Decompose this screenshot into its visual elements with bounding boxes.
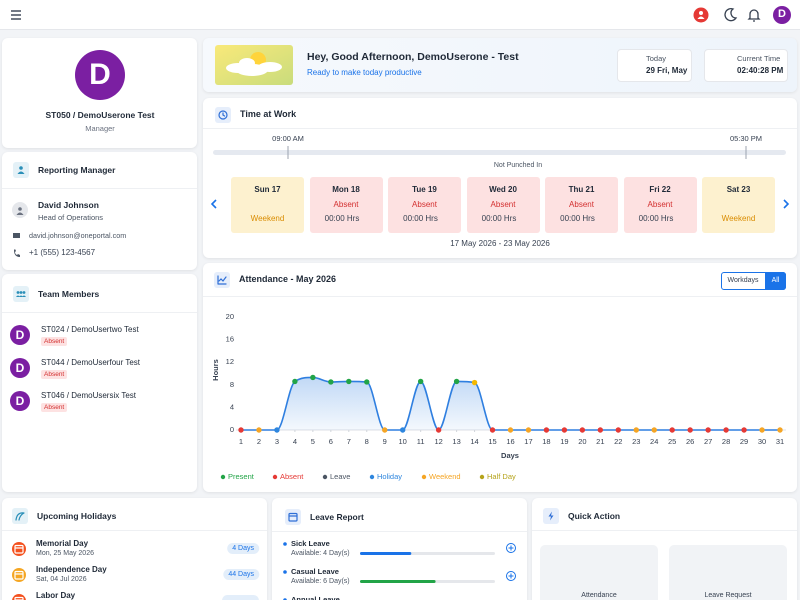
card <box>203 263 797 492</box>
toggle-button[interactable]: All <box>771 276 780 284</box>
greeting-subtitle: Ready to make today productive <box>307 68 422 78</box>
days-badge: 44 Days <box>223 569 259 580</box>
days-badge <box>222 595 259 600</box>
card <box>272 498 527 600</box>
toggle-active <box>765 272 786 290</box>
holiday-date: Sat, 04 Jul 2026 <box>36 575 87 583</box>
leave-name: Annual Leave <box>291 595 340 600</box>
day-hours: 00:00 Hrs <box>481 214 517 224</box>
days-badge: 4 Days <box>227 543 259 554</box>
day-status: Weekend <box>721 214 756 224</box>
day-label: Wed 20 <box>489 185 517 195</box>
holiday-name: Independence Day <box>36 565 107 575</box>
card-title: Team Members <box>38 288 100 299</box>
member-name[interactable]: ST046 / DemoUsersix Test <box>41 391 136 401</box>
card-title: Time at Work <box>240 109 297 120</box>
day-label: Mon 18 <box>332 185 360 195</box>
shift-start: 09:00 AM <box>272 134 304 144</box>
avatar-letter: D <box>15 361 25 376</box>
member-name[interactable]: ST044 / DemoUserfour Test <box>41 358 141 368</box>
card-title: Reporting Manager <box>38 164 116 175</box>
holiday-name: Labor Day <box>36 591 76 600</box>
card-title: Quick Action <box>568 510 621 521</box>
day-hours: 00:00 Hrs <box>560 214 595 224</box>
day-hours: 00:00 Hrs <box>324 214 360 224</box>
info-box <box>704 49 788 82</box>
manager-phone: +1 (555) 123-4567 <box>29 248 96 258</box>
day-hours: 00:00 Hrs <box>638 214 674 224</box>
holiday-name: Memorial Day <box>36 539 89 549</box>
card-title: Leave Report <box>310 511 364 522</box>
info-label: Today <box>646 54 667 64</box>
info-box <box>617 49 692 82</box>
card <box>2 152 197 270</box>
manager-position: Head of Operations <box>38 213 104 223</box>
info-value: 02:40:28 PM <box>737 66 784 76</box>
day-status: Weekend <box>250 214 285 224</box>
day-box[interactable] <box>466 177 540 233</box>
punch-status: Not Punched In <box>493 161 543 169</box>
greeting-title: Hey, Good Afternoon, DemoUserone - Test <box>307 51 519 64</box>
divider <box>2 188 197 189</box>
manager-name: David Johnson <box>38 199 99 210</box>
leave-name: Sick Leave <box>291 539 330 549</box>
status-badge: Absent <box>41 337 68 346</box>
chart-title: Attendance - May 2026 <box>239 274 337 285</box>
profile-role: Manager <box>85 124 115 134</box>
divider <box>203 128 797 129</box>
avatar-letter: D <box>15 394 25 409</box>
action-label[interactable]: Attendance <box>581 591 617 599</box>
day-status: Absent <box>569 200 594 210</box>
day-status: Absent <box>490 200 516 210</box>
day-status: Absent <box>647 200 673 210</box>
info-label: Current Time <box>737 54 781 64</box>
divider <box>2 530 267 531</box>
card <box>2 274 197 492</box>
status-badge: Absent <box>41 370 68 379</box>
day-box[interactable] <box>309 177 383 233</box>
divider <box>2 312 197 313</box>
day-status: Absent <box>333 200 359 210</box>
day-status: Absent <box>412 200 437 210</box>
profile-name: ST050 / DemoUserone Test <box>45 109 155 120</box>
action-tile[interactable] <box>540 545 658 600</box>
day-label: Fri 22 <box>649 185 671 195</box>
toggle-button[interactable]: Workdays <box>727 276 759 284</box>
leave-available: Available: 6 Day(s) <box>291 577 350 585</box>
manager-email[interactable]: david.johnson@oneportal.com <box>29 230 127 240</box>
day-box[interactable] <box>231 177 304 233</box>
divider <box>272 531 527 532</box>
member-name[interactable]: ST024 / DemoUsertwo Test <box>41 325 139 335</box>
action-label[interactable]: Leave Request <box>704 591 752 599</box>
leave-name: Casual Leave <box>291 567 339 577</box>
avatar-letter: D <box>89 58 111 92</box>
day-label: Thu 21 <box>568 185 595 195</box>
day-box[interactable] <box>388 177 461 233</box>
day-hours: 00:00 Hrs <box>403 214 438 224</box>
leave-available: Available: 4 Day(s) <box>291 549 350 557</box>
avatar-letter[interactable]: D <box>778 8 786 21</box>
holiday-date: Mon, 25 May 2026 <box>36 549 94 557</box>
day-box[interactable] <box>545 177 618 233</box>
card <box>2 498 267 600</box>
day-label: Sun 17 <box>254 185 281 195</box>
card <box>203 38 797 92</box>
day-box[interactable] <box>623 177 697 233</box>
action-tile[interactable] <box>669 545 787 600</box>
day-label: Sat 23 <box>726 185 751 195</box>
day-box[interactable] <box>702 177 775 233</box>
card-title: Upcoming Holidays <box>37 510 117 521</box>
info-value: 29 Fri, May <box>646 66 688 76</box>
divider <box>203 296 797 297</box>
date-range: 17 May 2026 - 23 May 2026 <box>450 239 550 249</box>
day-label: Tue 19 <box>412 185 437 195</box>
top-bar <box>0 0 800 30</box>
avatar-letter: D <box>15 328 25 343</box>
status-badge: Absent <box>41 403 68 412</box>
shift-end: 05:30 PM <box>729 134 763 144</box>
divider <box>532 530 797 531</box>
